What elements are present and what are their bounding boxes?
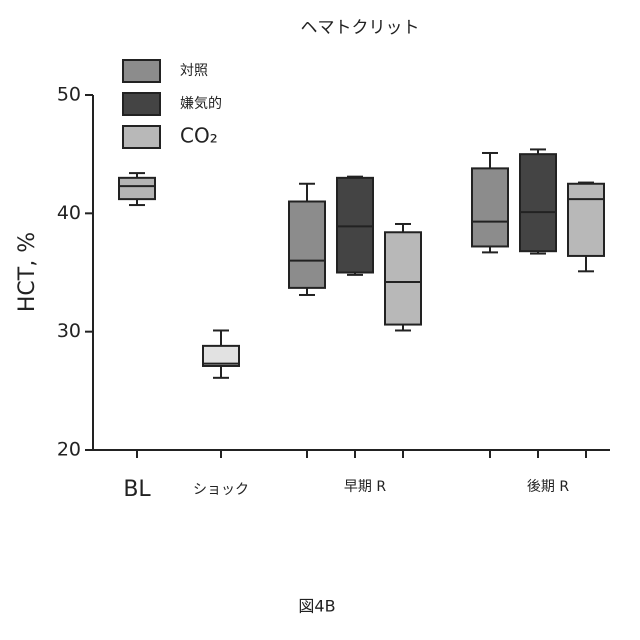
legend-label: CO₂ xyxy=(180,124,218,148)
chart-title: ヘマトクリット xyxy=(301,18,420,38)
caption: 図4B xyxy=(298,597,335,616)
box xyxy=(337,178,373,273)
box xyxy=(119,178,155,199)
y-tick-label: 40 xyxy=(57,202,81,224)
y-axis-label: HCT, % xyxy=(15,232,40,312)
box xyxy=(385,232,421,324)
y-tick-label: 50 xyxy=(57,84,81,106)
y-tick-label: 20 xyxy=(57,439,81,461)
legend-label: 嫌気的 xyxy=(180,96,222,112)
legend-swatch xyxy=(123,60,160,82)
x-tick-label: BL xyxy=(123,477,151,502)
legend-label: 対照 xyxy=(180,63,208,79)
box xyxy=(520,154,556,251)
legend-swatch xyxy=(123,126,160,148)
box xyxy=(289,202,325,288)
x-tick-label: ショック xyxy=(193,482,249,498)
box xyxy=(472,168,508,246)
legend-swatch xyxy=(123,93,160,115)
chart: ヘマトクリット HCT, % 図4B 20 30 40 50 BL ショック 早期 R 後期 … xyxy=(0,0,640,640)
x-tick-label: 後期 R xyxy=(527,479,569,495)
box xyxy=(568,184,604,256)
x-tick-label: 早期 R xyxy=(344,479,386,495)
y-tick-label: 30 xyxy=(57,320,81,342)
